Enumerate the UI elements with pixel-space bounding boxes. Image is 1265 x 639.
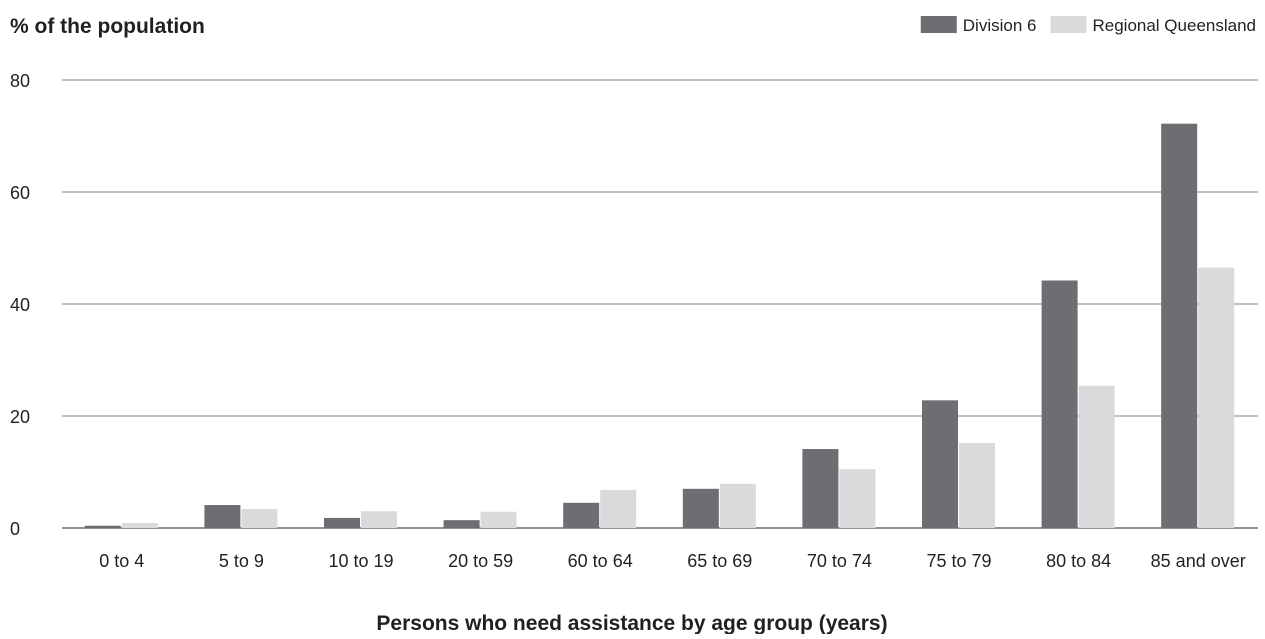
bar-regional-queensland-3 — [480, 511, 517, 528]
x-tick-label: 65 to 69 — [687, 551, 752, 571]
bar-division-6-6 — [802, 449, 839, 528]
bar-regional-queensland-8 — [1078, 385, 1115, 528]
legend: Regional Queensland Division 6 — [920, 16, 1256, 35]
legend-label: Division 6 — [963, 16, 1037, 35]
legend-swatch — [920, 16, 957, 33]
y-tick-label: 20 — [10, 407, 30, 427]
bar-regional-queensland-2 — [361, 511, 397, 528]
x-tick-label: 85 and over — [1151, 551, 1246, 571]
bar-regional-queensland-0 — [121, 522, 158, 528]
y-tick-label: 40 — [10, 295, 30, 315]
legend-swatch — [1050, 16, 1087, 33]
bar-regional-queensland-4 — [600, 489, 637, 528]
y-axis-ticks: 0 20 40 60 80 — [10, 71, 30, 539]
bar-regional-queensland-9 — [1198, 267, 1235, 528]
bar-division-6-5 — [682, 488, 719, 528]
x-axis-title: Persons who need assistance by age group… — [376, 612, 887, 634]
bar-division-6-8 — [1041, 280, 1078, 528]
bar-division-6-4 — [563, 502, 600, 528]
y-tick-label: 60 — [10, 183, 30, 203]
bars — [84, 123, 1235, 529]
bar-division-6-1 — [204, 505, 241, 528]
x-tick-label: 80 to 84 — [1046, 551, 1111, 571]
x-tick-label: 70 to 74 — [807, 551, 872, 571]
x-tick-label: 5 to 9 — [219, 551, 264, 571]
bar-division-6-2 — [324, 517, 360, 528]
bar-division-6-7 — [922, 400, 958, 528]
bar-regional-queensland-7 — [959, 442, 995, 528]
x-axis-ticks: 0 to 4 5 to 9 10 to 19 20 to 59 60 to 64 65 t… — [99, 551, 1245, 571]
x-tick-label: 10 to 19 — [328, 551, 393, 571]
x-tick-label: 60 to 64 — [568, 551, 633, 571]
x-tick-label: 0 to 4 — [99, 551, 144, 571]
x-tick-label: 75 to 79 — [926, 551, 991, 571]
bar-regional-queensland-5 — [719, 483, 756, 528]
bar-regional-queensland-6 — [839, 469, 876, 528]
bar-regional-queensland-1 — [241, 508, 278, 528]
y-tick-label: 0 — [10, 519, 20, 539]
y-axis-title: % of the population — [10, 15, 205, 38]
x-tick-label: 20 to 59 — [448, 551, 513, 571]
y-tick-label: 80 — [10, 71, 30, 91]
legend-label: Regional Queensland — [1092, 16, 1256, 35]
bar-division-6-9 — [1161, 123, 1198, 529]
bar-division-6-3 — [443, 520, 480, 528]
bar-division-6-0 — [84, 525, 121, 528]
